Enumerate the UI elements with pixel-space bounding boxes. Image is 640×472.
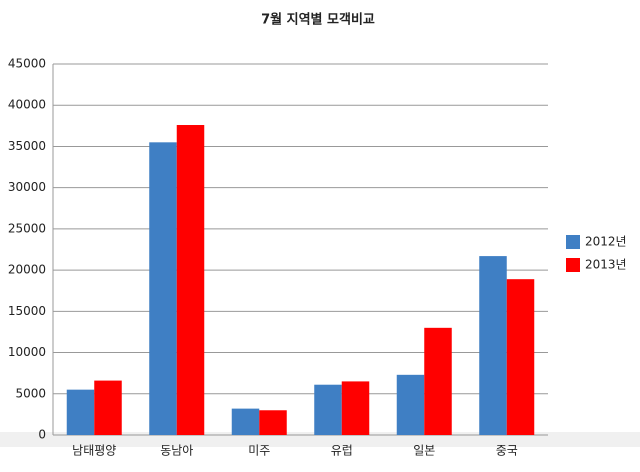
- x-tick-label: 남태평양: [72, 444, 116, 458]
- bar: [479, 256, 507, 435]
- bar: [94, 380, 122, 435]
- bar: [66, 389, 95, 435]
- y-tick-label: 25000: [8, 221, 46, 235]
- y-tick-label: 45000: [8, 57, 46, 71]
- y-tick-label: 35000: [8, 139, 46, 153]
- x-tick-label: 유럽: [331, 444, 353, 458]
- bar: [396, 374, 425, 435]
- bottom-band: [0, 432, 640, 447]
- y-tick-label: 10000: [8, 345, 46, 359]
- y-tick-label: 0: [38, 428, 46, 442]
- bar: [231, 408, 260, 435]
- y-tick-label: 30000: [8, 180, 46, 194]
- x-tick-label: 일본: [413, 444, 435, 458]
- legend-label: 2013년: [585, 258, 627, 272]
- bar: [149, 142, 177, 436]
- y-tick-label: 20000: [8, 263, 46, 277]
- y-tick-label: 5000: [15, 386, 46, 400]
- legend-swatch: [566, 235, 580, 249]
- legend-label: 2012년: [585, 235, 627, 249]
- bar: [259, 410, 287, 435]
- legend-swatch: [566, 258, 580, 272]
- y-tick-label: 15000: [8, 304, 46, 318]
- y-tick-label: 40000: [8, 98, 46, 112]
- x-tick-label: 동남아: [160, 444, 193, 458]
- x-tick-label: 미주: [248, 444, 270, 458]
- chart-title: 7월 지역별 모객비교: [261, 12, 375, 28]
- bar: [341, 381, 370, 435]
- bar: [314, 384, 342, 435]
- bar: [176, 125, 205, 436]
- bar: [506, 279, 535, 435]
- bar: [424, 327, 452, 435]
- x-tick-label: 중국: [496, 444, 518, 458]
